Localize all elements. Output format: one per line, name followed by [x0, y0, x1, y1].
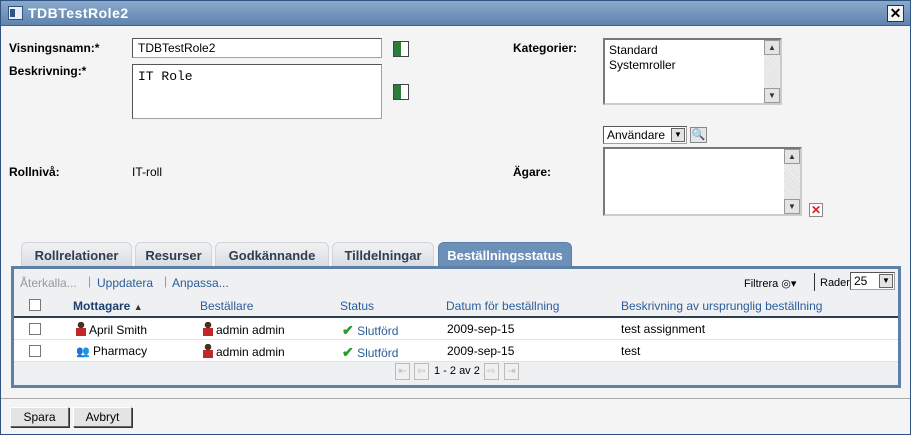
tab-rollrelationer[interactable]: Rollrelationer	[21, 242, 132, 266]
description-cell: test assignment	[621, 322, 706, 336]
revoke-button[interactable]: Återkalla...	[20, 276, 77, 290]
description-textarea[interactable]: IT Role	[132, 64, 382, 119]
date-cell: 2009-sep-15	[447, 322, 515, 336]
title-bar: TDBTestRole2 ✕	[1, 1, 910, 26]
description-label: Beskrivning:*	[9, 64, 87, 78]
table-row[interactable]: 👥 Pharmacy admin admin ✔ Slutförd 2009-s…	[14, 340, 898, 362]
categories-label: Kategorier:	[513, 41, 578, 55]
localize-edit-icon[interactable]	[393, 41, 409, 57]
role-level-value: IT-roll	[132, 165, 162, 179]
search-icon[interactable]: 🔍	[690, 127, 707, 143]
tab-godkannande[interactable]: Godkännande	[215, 242, 329, 266]
description-cell: test	[621, 344, 641, 358]
display-name-label: Visningsnamn:*	[9, 41, 100, 55]
refresh-button[interactable]: Uppdatera	[97, 276, 154, 290]
row-checkbox[interactable]	[29, 323, 41, 335]
role-level-label: Rollnivå:	[9, 165, 60, 179]
next-page-icon[interactable]: ⇨	[484, 363, 499, 380]
first-page-icon[interactable]: ⇤	[395, 363, 410, 380]
scrollbar[interactable]: ▲ ▼	[784, 149, 800, 214]
chevron-down-icon: ▼	[671, 128, 685, 142]
recipient-cell: 👥 Pharmacy	[76, 344, 148, 358]
scrollbar[interactable]: ▲ ▼	[764, 40, 780, 103]
column-header-recipient[interactable]: Mottagare ▲	[73, 299, 143, 313]
group-icon: 👥	[76, 346, 90, 358]
requester-cell: admin admin	[203, 322, 285, 337]
owner-label: Ägare:	[513, 165, 552, 179]
categories-listbox[interactable]: Standard Systemroller ▲ ▼	[603, 38, 782, 105]
status-cell[interactable]: ✔ Slutförd	[342, 344, 399, 360]
column-header-status[interactable]: Status	[340, 299, 375, 313]
previous-page-icon[interactable]: ⇦	[414, 363, 429, 380]
check-icon: ✔	[342, 322, 354, 338]
table-row[interactable]: April Smith admin admin ✔ Slutförd 2009-…	[14, 318, 898, 340]
date-cell: 2009-sep-15	[447, 344, 515, 358]
save-button[interactable]: Spara	[10, 407, 69, 427]
select-all-checkbox[interactable]	[29, 299, 41, 311]
localize-edit-icon[interactable]	[393, 84, 409, 100]
window-title: TDBTestRole2	[28, 5, 129, 21]
sort-ascending-icon: ▲	[133, 302, 143, 312]
tab-bestallningsstatus[interactable]: Beställningsstatus	[438, 242, 572, 266]
column-header-date[interactable]: Datum för beställning	[446, 299, 560, 313]
request-status-panel: Återkalla... | Uppdatera | Anpassa... Fi…	[11, 266, 901, 388]
filter-label: Filtrera	[744, 278, 779, 290]
customize-button[interactable]: Anpassa...	[172, 276, 229, 290]
requester-cell: admin admin	[203, 344, 285, 359]
last-page-icon[interactable]: ⇥	[504, 363, 519, 380]
filter-icon: ◎▾	[781, 278, 797, 290]
column-header-requester[interactable]: Beställare	[200, 299, 254, 313]
category-option[interactable]: Standard	[609, 43, 658, 57]
user-icon	[203, 322, 213, 336]
chevron-down-icon: ▼	[879, 274, 893, 288]
owner-listbox[interactable]: ▲ ▼	[603, 147, 802, 216]
pager-text: 1 - 2 av 2	[434, 365, 480, 377]
display-name-input[interactable]: TDBTestRole2	[132, 38, 382, 58]
cancel-button[interactable]: Avbryt	[73, 407, 132, 427]
role-icon	[8, 6, 23, 20]
delete-icon[interactable]: ✕	[809, 203, 823, 217]
rows-label: Rader:	[820, 277, 854, 289]
status-cell[interactable]: ✔ Slutförd	[342, 322, 399, 338]
filter-button[interactable]: Filtrera ◎▾	[744, 277, 796, 290]
close-icon[interactable]: ✕	[887, 5, 904, 22]
user-icon	[76, 322, 86, 336]
tab-tilldelningar[interactable]: Tilldelningar	[332, 242, 434, 266]
row-checkbox[interactable]	[29, 345, 41, 357]
column-header-description[interactable]: Beskrivning av ursprunglig beställning	[621, 299, 823, 313]
user-icon	[203, 344, 213, 358]
owner-type-select[interactable]: Användare ▼	[603, 126, 687, 144]
owner-type-value: Användare	[607, 128, 666, 142]
recipient-cell: April Smith	[76, 322, 147, 337]
rows-value: 25	[854, 274, 868, 288]
tab-resurser[interactable]: Resurser	[135, 242, 212, 266]
category-option[interactable]: Systemroller	[609, 58, 676, 72]
check-icon: ✔	[342, 344, 354, 360]
rows-select[interactable]: 25 ▼	[850, 272, 895, 290]
footer-divider	[1, 398, 910, 399]
